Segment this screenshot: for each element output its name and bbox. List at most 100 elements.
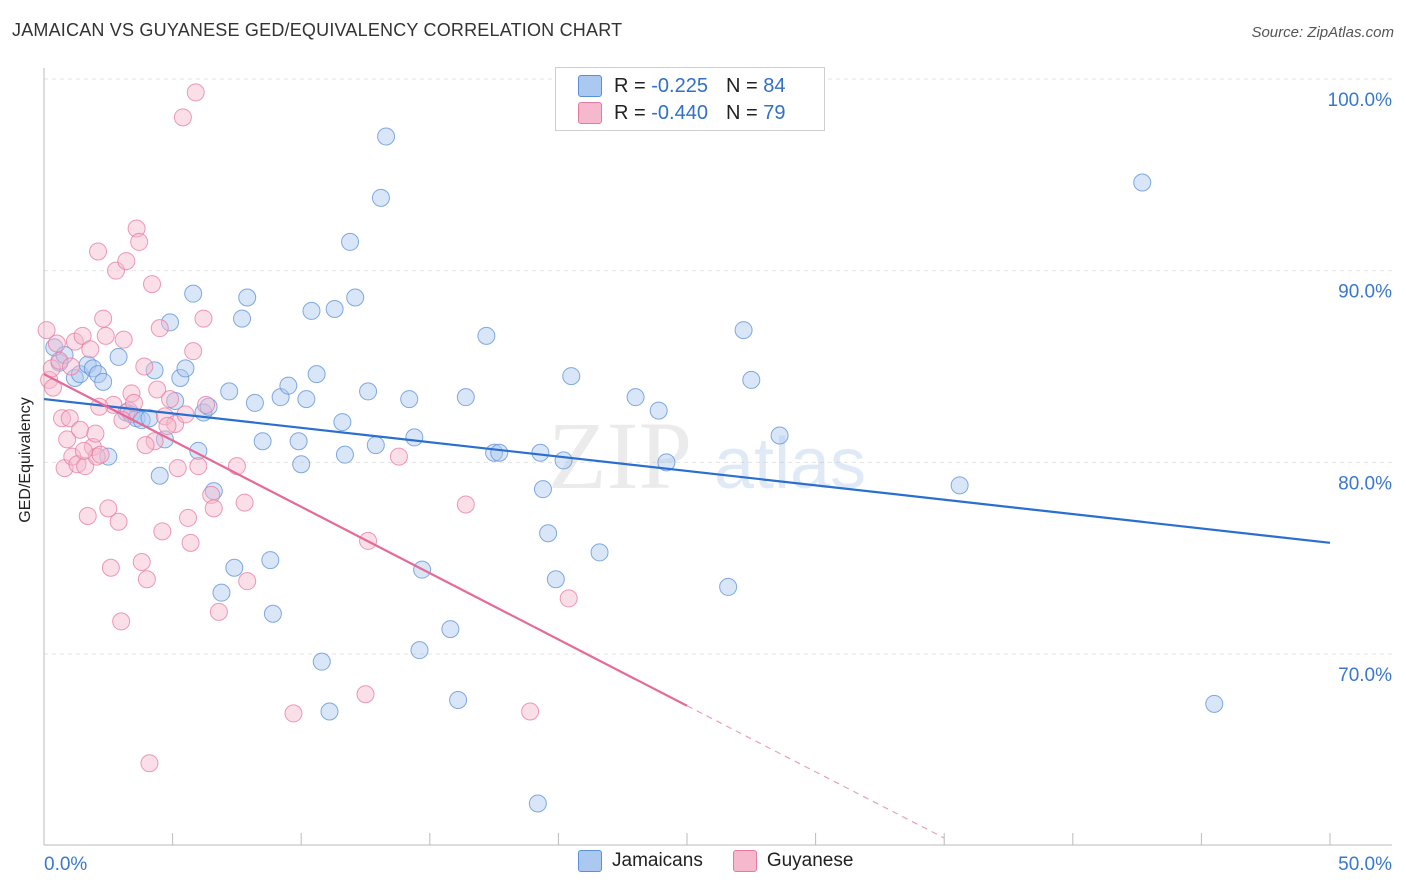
jamaicans-point xyxy=(539,524,558,543)
jamaicans-point xyxy=(279,376,298,395)
jamaicans-point xyxy=(312,652,331,671)
jamaicans-point xyxy=(171,369,190,387)
legend-label: Guyanese xyxy=(766,850,854,871)
jamaicans-point xyxy=(307,365,326,384)
r-label: R = xyxy=(614,74,652,97)
trend-lines xyxy=(43,373,1331,839)
guyanese-point xyxy=(235,493,254,512)
jamaicans-point xyxy=(176,359,195,378)
guyanese-point xyxy=(114,330,133,349)
jamaicans-point xyxy=(719,577,738,596)
stats-legend: R = -0.225 N = 84 R = -0.440 N = 79 xyxy=(555,67,825,131)
jamaicans-point xyxy=(742,370,761,389)
jamaicans-point xyxy=(341,232,360,251)
x-tick-labels: 0.0% 50.0% xyxy=(44,854,1392,875)
guyanese-point xyxy=(96,326,115,345)
guyanese-point xyxy=(101,558,120,577)
x-tick-label: 0.0% xyxy=(44,854,87,875)
jamaicans-point xyxy=(441,620,460,639)
jamaicans-point xyxy=(346,288,365,307)
guyanese-point xyxy=(132,553,151,571)
jamaicans-point xyxy=(302,301,321,320)
y-tick-label: 70.0% xyxy=(1338,665,1392,686)
guyanese-point xyxy=(168,459,187,478)
jamaicans-point xyxy=(212,583,231,602)
jamaicans-point xyxy=(199,397,218,416)
guyanese-point xyxy=(150,319,169,338)
jamaicans-legend-swatch xyxy=(578,850,602,872)
jamaicans-point xyxy=(109,347,128,366)
guyanese-point xyxy=(559,589,578,608)
jamaicans-point xyxy=(562,367,581,386)
r-label: R = xyxy=(614,101,652,124)
jamaicans-point xyxy=(161,313,180,332)
guyanese-point xyxy=(130,232,149,251)
jamaicans-point xyxy=(145,361,164,380)
guyanese-point xyxy=(161,390,180,409)
guyanese-point xyxy=(78,507,97,525)
jamaicans-point xyxy=(333,413,352,432)
guyanese-point xyxy=(521,702,540,721)
jamaicans-point xyxy=(456,388,475,407)
n-value: 84 xyxy=(763,74,786,97)
guyanese-point xyxy=(137,570,156,589)
jamaicans-point xyxy=(289,432,308,451)
guyanese-point xyxy=(136,436,155,455)
jamaicans-trend-line xyxy=(43,397,1331,544)
guyanese-point xyxy=(89,242,108,261)
guyanese-point xyxy=(202,485,221,504)
jamaicans-point xyxy=(533,480,552,499)
jamaicans-point xyxy=(253,432,272,451)
guyanese-point xyxy=(81,340,100,359)
jamaicans-point xyxy=(490,443,509,462)
jamaicans-point xyxy=(150,466,169,485)
jamaicans-point xyxy=(94,372,113,391)
y-tick-label: 100.0% xyxy=(1328,90,1393,111)
jamaicans-point xyxy=(245,393,264,412)
guyanese-point xyxy=(189,457,208,476)
guyanese-point xyxy=(62,357,81,376)
jamaicans-point xyxy=(83,359,102,378)
jamaicans-point xyxy=(405,428,424,447)
jamaicans-point xyxy=(734,321,753,340)
guyanese-point xyxy=(83,438,102,456)
guyanese-point xyxy=(94,309,113,328)
guyanese-point xyxy=(456,495,475,514)
source-label: Source: ZipAtlas.com xyxy=(1251,24,1394,41)
stats-row-jamaicans: R = -0.225 N = 84 xyxy=(578,73,785,99)
guyanese-point xyxy=(204,499,223,518)
jamaicans-point xyxy=(657,453,676,472)
legend-label: Jamaicans xyxy=(612,850,703,871)
jamaicans-point xyxy=(261,551,280,570)
legend-item-guyanese[interactable]: Guyanese xyxy=(732,850,854,872)
guyanese-point xyxy=(186,83,205,102)
jamaicans-point xyxy=(950,476,969,495)
axes xyxy=(43,68,1392,846)
guyanese-trend-extension xyxy=(686,705,945,839)
n-label: N = xyxy=(725,101,764,124)
jamaicans-point xyxy=(335,445,354,464)
guyanese-point xyxy=(50,351,69,370)
chart-title: JAMAICAN VS GUYANESE GED/EQUIVALENCY COR… xyxy=(12,20,623,40)
y-tick-label: 80.0% xyxy=(1338,473,1392,494)
jamaicans-point xyxy=(320,702,339,721)
jamaicans-point xyxy=(449,691,468,709)
guyanese-point xyxy=(227,457,246,476)
guyanese-trend-line xyxy=(43,373,688,707)
guyanese-point xyxy=(209,602,228,621)
guyanese-point xyxy=(112,612,131,631)
legend-item-jamaicans[interactable]: Jamaicans xyxy=(578,850,703,872)
guyanese-point xyxy=(125,393,144,412)
jamaicans-point xyxy=(140,409,159,428)
stats-row-guyanese: R = -0.440 N = 79 xyxy=(578,100,785,126)
n-label: N = xyxy=(725,74,764,97)
jamaicans-point xyxy=(184,284,203,303)
guyanese-point xyxy=(173,108,192,127)
guyanese-point xyxy=(389,447,408,466)
watermark-atlas: atlas xyxy=(714,424,866,504)
guyanese-point xyxy=(74,441,93,460)
jamaicans-point xyxy=(225,558,244,577)
jamaicans-point xyxy=(297,390,316,409)
jamaicans-point xyxy=(377,127,396,146)
